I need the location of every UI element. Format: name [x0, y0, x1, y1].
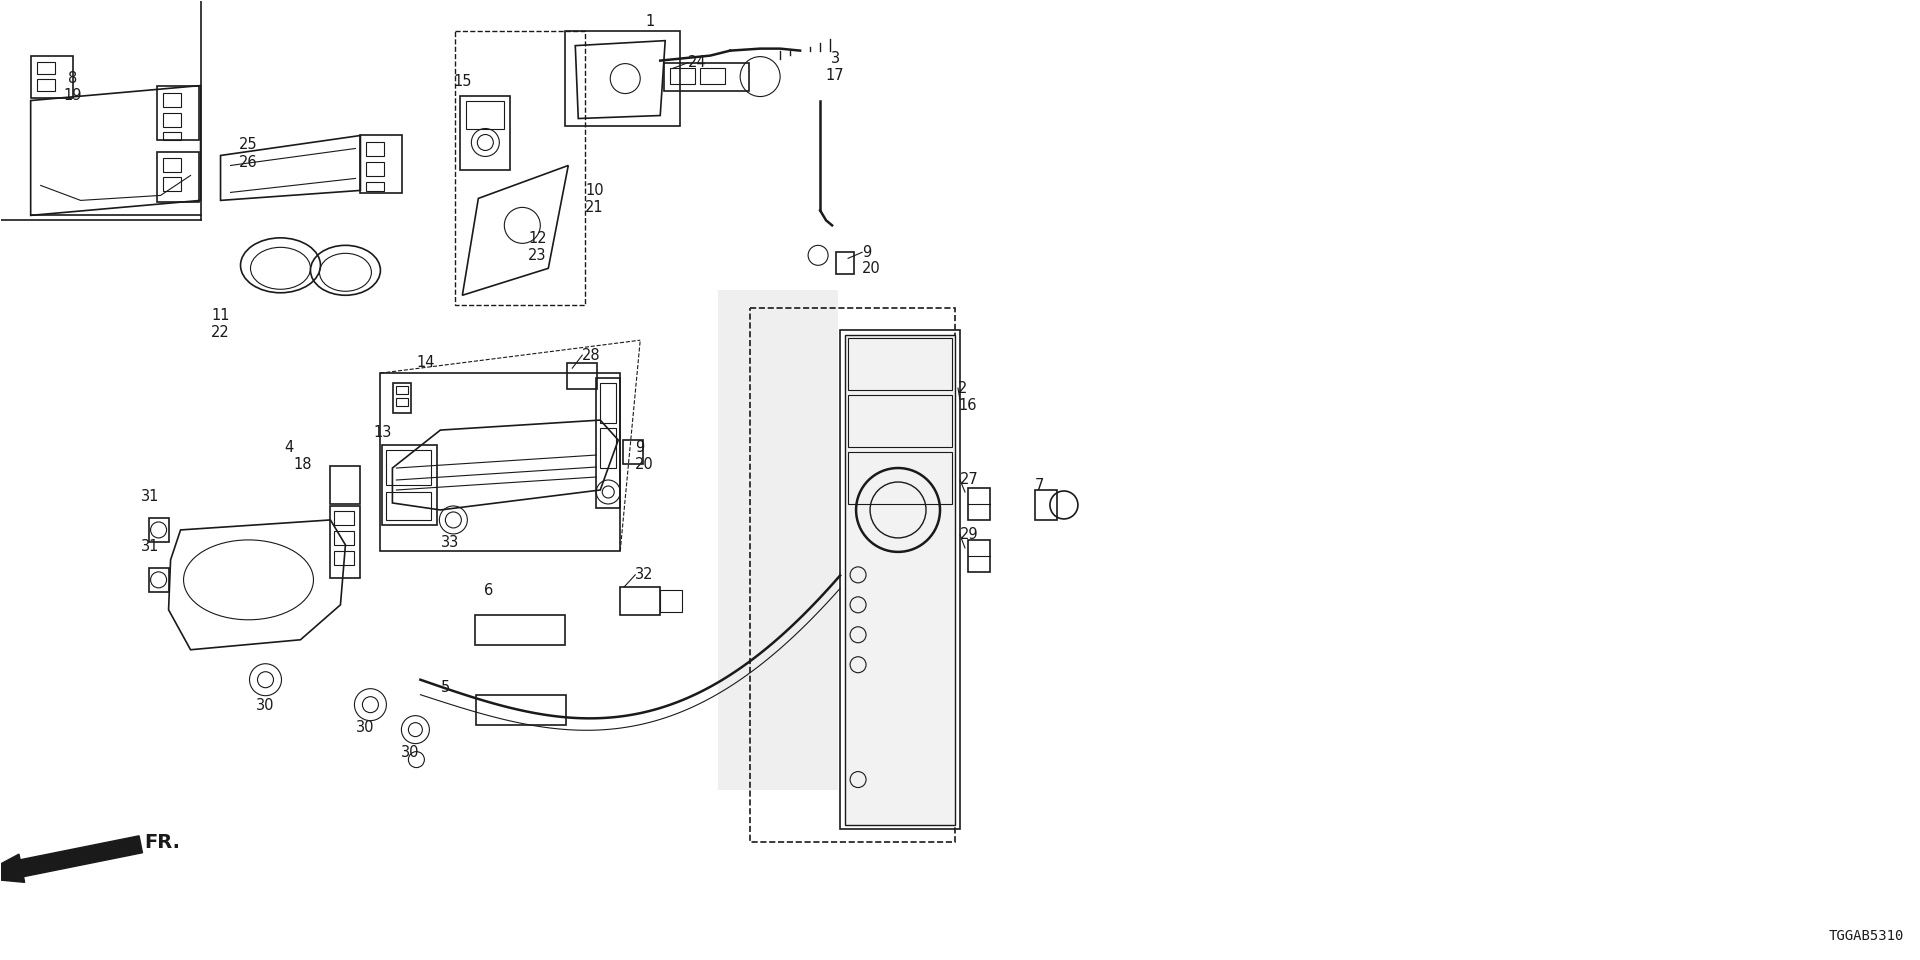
Bar: [849, 338, 952, 390]
Bar: [660, 589, 682, 612]
Bar: [601, 428, 616, 468]
Text: 29: 29: [960, 527, 979, 542]
Bar: [148, 518, 169, 541]
Bar: [361, 135, 403, 193]
Bar: [461, 96, 511, 171]
Text: 31: 31: [142, 539, 159, 554]
Text: 20: 20: [636, 457, 655, 471]
Text: 12: 12: [528, 230, 547, 246]
Bar: [36, 79, 54, 90]
Text: 19: 19: [63, 87, 83, 103]
Bar: [701, 67, 726, 84]
Bar: [36, 61, 54, 74]
Bar: [330, 506, 361, 578]
Bar: [367, 162, 384, 177]
Bar: [163, 92, 180, 107]
Text: 4: 4: [284, 440, 294, 455]
Text: 28: 28: [582, 348, 601, 363]
Bar: [367, 182, 384, 191]
Text: 14: 14: [417, 355, 434, 371]
Bar: [620, 587, 660, 614]
Bar: [1035, 490, 1056, 520]
Bar: [334, 531, 355, 545]
FancyArrow shape: [0, 836, 142, 882]
Bar: [157, 85, 198, 140]
Text: 26: 26: [240, 156, 257, 171]
Bar: [476, 614, 564, 645]
FancyBboxPatch shape: [718, 290, 839, 789]
Bar: [163, 132, 180, 140]
Bar: [841, 330, 960, 829]
Text: 22: 22: [211, 325, 230, 340]
Text: 27: 27: [960, 472, 979, 488]
Text: 31: 31: [142, 489, 159, 504]
Bar: [380, 373, 620, 551]
Bar: [624, 440, 643, 464]
Text: 11: 11: [211, 308, 230, 324]
Text: 5: 5: [442, 680, 449, 695]
Bar: [396, 386, 409, 395]
Bar: [835, 252, 854, 275]
Bar: [455, 31, 586, 305]
Bar: [751, 308, 954, 843]
Text: 33: 33: [442, 535, 459, 550]
Bar: [670, 67, 695, 84]
Bar: [386, 450, 432, 485]
Text: 30: 30: [401, 745, 420, 759]
Text: 20: 20: [862, 261, 881, 276]
Text: 30: 30: [357, 720, 374, 734]
Bar: [382, 445, 438, 525]
Bar: [845, 335, 954, 825]
Text: 7: 7: [1035, 478, 1044, 493]
Bar: [968, 488, 991, 520]
Text: 3: 3: [831, 51, 839, 65]
Text: 13: 13: [372, 425, 392, 440]
Bar: [163, 178, 180, 191]
Text: 24: 24: [687, 55, 707, 70]
Bar: [367, 142, 384, 156]
Bar: [597, 378, 620, 508]
Text: 8: 8: [67, 71, 77, 85]
Bar: [394, 383, 411, 413]
Bar: [849, 396, 952, 447]
Bar: [31, 56, 73, 98]
Text: 10: 10: [586, 183, 605, 198]
Bar: [396, 398, 409, 406]
Bar: [601, 383, 616, 423]
Bar: [163, 112, 180, 127]
Text: 2: 2: [958, 380, 968, 396]
Text: 15: 15: [453, 74, 472, 88]
Bar: [157, 153, 198, 203]
Text: 25: 25: [240, 137, 257, 153]
Bar: [968, 540, 991, 572]
Text: 32: 32: [636, 567, 653, 583]
Text: 17: 17: [826, 67, 845, 83]
Bar: [476, 695, 566, 725]
Text: TGGAB5310: TGGAB5310: [1828, 928, 1905, 943]
Bar: [148, 568, 169, 591]
Text: 30: 30: [255, 698, 275, 712]
Bar: [564, 31, 680, 126]
Bar: [566, 363, 597, 389]
Text: 18: 18: [294, 457, 311, 472]
Text: 6: 6: [484, 583, 493, 598]
Text: 9: 9: [636, 440, 645, 454]
Bar: [334, 551, 355, 564]
Bar: [386, 492, 432, 520]
Bar: [664, 62, 749, 90]
Text: 9: 9: [862, 245, 872, 260]
Text: FR.: FR.: [144, 833, 180, 852]
Bar: [330, 466, 361, 504]
Text: 23: 23: [528, 248, 547, 263]
Bar: [163, 158, 180, 173]
Text: 16: 16: [958, 397, 977, 413]
Text: 1: 1: [645, 13, 655, 29]
Text: 21: 21: [586, 200, 605, 215]
Bar: [849, 452, 952, 504]
Bar: [334, 511, 355, 525]
Bar: [467, 101, 505, 129]
